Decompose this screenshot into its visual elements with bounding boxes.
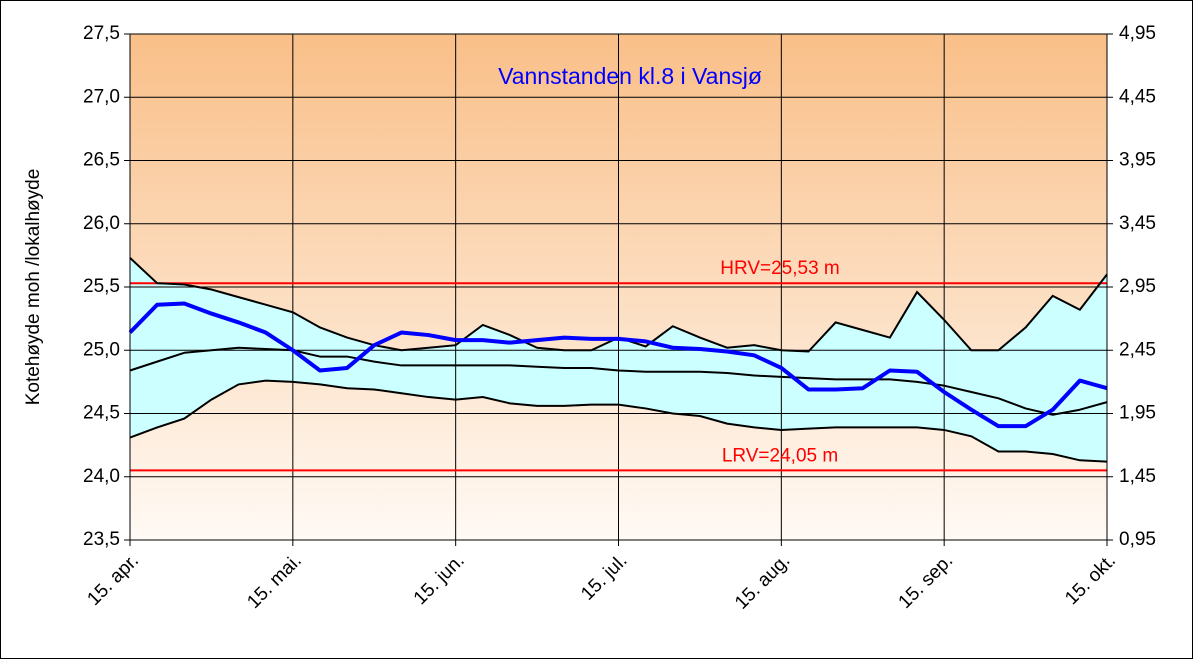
y-tick-label: 27,5 — [83, 23, 120, 44]
y2-tick-label: 0,95 — [1119, 529, 1156, 550]
y-tick-label: 27,0 — [83, 86, 120, 107]
y-tick-label: 24,5 — [83, 403, 120, 424]
y-tick-label: 26,5 — [83, 150, 120, 171]
y2-tick-label: 3,45 — [1119, 213, 1156, 234]
y2-tick-label: 4,95 — [1119, 23, 1156, 44]
y-tick-label: 24,0 — [83, 466, 120, 487]
y-tick-label: 25,0 — [83, 339, 120, 360]
reference-label: HRV=25,53 m — [720, 258, 840, 279]
series-line — [128, 301, 1108, 429]
band-edge — [129, 379, 1108, 463]
y2-tick-label: 1,95 — [1119, 403, 1156, 424]
y2-tick-label: 3,95 — [1119, 150, 1156, 171]
y2-tick-label: 1,45 — [1119, 466, 1156, 487]
reference-label: LRV=24,05 m — [722, 445, 838, 466]
chart-title: Vannstanden kl.8 i Vansjø — [498, 63, 762, 89]
y-tick-label: 23,5 — [83, 529, 120, 550]
y2-tick-label: 2,95 — [1119, 276, 1156, 297]
y-axis-label: Kotehøyde moh /lokalhøyde — [23, 169, 44, 406]
y-tick-label: 25,5 — [83, 276, 120, 297]
y2-tick-label: 2,45 — [1119, 339, 1156, 360]
y2-tick-label: 4,45 — [1119, 86, 1156, 107]
y-tick-label: 26,0 — [83, 213, 120, 234]
